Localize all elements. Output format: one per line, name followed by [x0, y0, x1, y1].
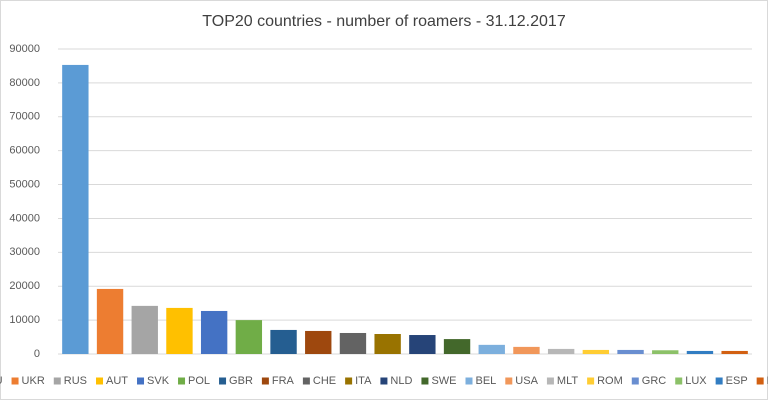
- bar: [166, 307, 193, 354]
- bar: [270, 329, 297, 354]
- bar: [305, 330, 332, 354]
- bar: [652, 350, 679, 354]
- legend-label: MLT: [557, 375, 578, 387]
- y-tick-label: 30000: [9, 246, 40, 258]
- bar: [617, 349, 644, 354]
- bar: [443, 339, 471, 354]
- legend-swatch: [505, 377, 513, 385]
- legend-swatch: [587, 377, 595, 385]
- legend-label: NLD: [390, 375, 412, 387]
- legend-swatch: [53, 377, 61, 385]
- bar: [582, 349, 610, 354]
- legend-swatch: [756, 377, 764, 385]
- legend-swatch: [421, 377, 429, 385]
- legend-label: DEU: [0, 375, 3, 387]
- legend-label: RUS: [64, 375, 87, 387]
- legend-label: ITA: [355, 375, 372, 387]
- legend-label: USA: [515, 375, 538, 387]
- bar: [686, 350, 714, 354]
- y-tick-label: 0: [34, 348, 40, 360]
- legend-label: UKR: [22, 375, 45, 387]
- legend-label: GBR: [229, 375, 253, 387]
- legend-swatch: [380, 377, 388, 385]
- y-tick-label: 20000: [9, 280, 40, 292]
- legend-label: SVK: [147, 375, 170, 387]
- legend-label: FRA: [272, 375, 295, 387]
- chart-title: TOP20 countries - number of roamers - 31…: [202, 13, 566, 30]
- legend-label: POL: [188, 375, 210, 387]
- legend-swatch: [137, 377, 145, 385]
- legend-swatch: [178, 377, 186, 385]
- legend-swatch: [261, 377, 269, 385]
- y-tick-label: 60000: [9, 145, 40, 157]
- bar: [721, 350, 748, 354]
- bar: [339, 332, 367, 354]
- bar: [200, 310, 228, 354]
- y-tick-label: 50000: [9, 178, 40, 190]
- legend-label: HRV: [767, 375, 768, 387]
- bar: [96, 288, 124, 354]
- y-tick-label: 80000: [9, 77, 40, 89]
- legend-swatch: [345, 377, 353, 385]
- legend-swatch: [675, 377, 683, 385]
- bar: [374, 334, 401, 354]
- bar: [62, 64, 89, 354]
- bar: [409, 335, 436, 354]
- legend-swatch: [302, 377, 310, 385]
- y-tick-label: 10000: [9, 314, 40, 326]
- bar: [478, 344, 505, 354]
- bar: [513, 346, 540, 354]
- legend-label: CHE: [313, 375, 336, 387]
- legend-label: AUT: [106, 375, 128, 387]
- legend-label: GRC: [642, 375, 667, 387]
- legend-swatch: [546, 377, 554, 385]
- y-tick-label: 40000: [9, 212, 40, 224]
- bar: [131, 305, 158, 354]
- bar: [547, 348, 575, 354]
- legend-swatch: [219, 377, 227, 385]
- legend-swatch: [11, 377, 19, 385]
- legend-swatch: [715, 377, 723, 385]
- y-tick-label: 70000: [9, 111, 40, 123]
- legend-swatch: [631, 377, 639, 385]
- y-tick-label: 90000: [9, 43, 40, 55]
- legend-label: ROM: [597, 375, 623, 387]
- legend-label: SWE: [431, 375, 456, 387]
- bar: [235, 320, 263, 354]
- legend-label: LUX: [685, 375, 707, 387]
- legend-swatch: [465, 377, 473, 385]
- legend-label: ESP: [726, 375, 748, 387]
- legend-label: BEL: [476, 375, 497, 387]
- legend-swatch: [96, 377, 104, 385]
